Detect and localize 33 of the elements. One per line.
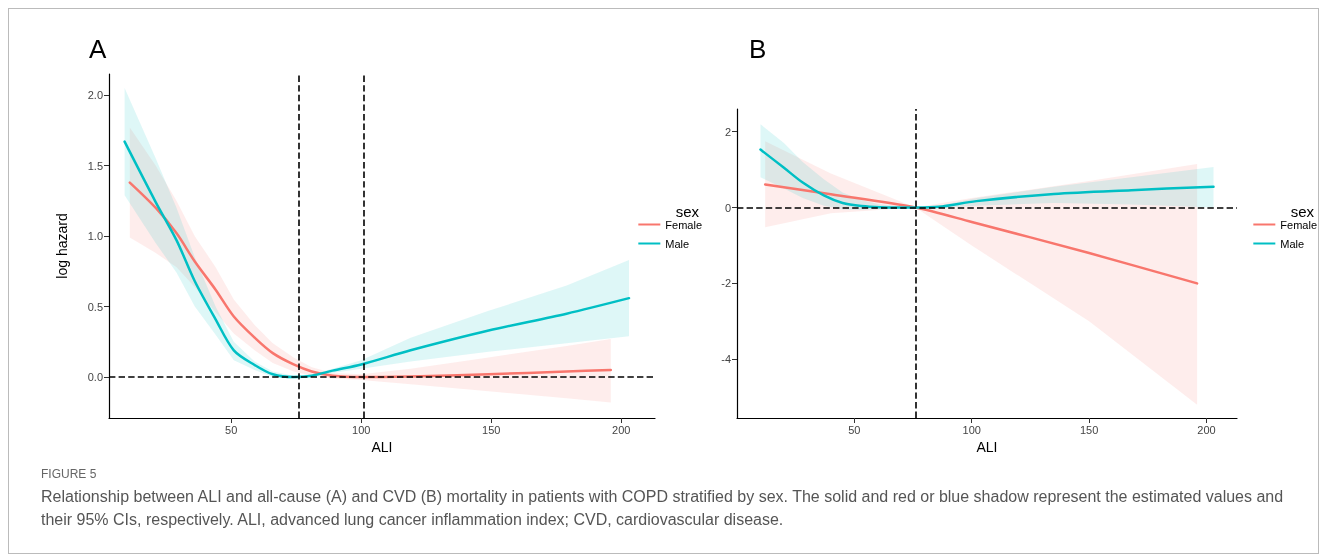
y-tick-label: 1.0 (87, 230, 103, 243)
x-tick-label: 200 (1197, 423, 1216, 436)
x-tick-label: 150 (482, 423, 501, 436)
text: Relationship between ALI and all-cause (A) and CVD (B) mortality in patients with COPD stratified by sex. The solid and red or blue shadow represent the estimated values and their 95% CIs, respectively. ALI, advanced lung cancer inflammation index; CVD, cardiovascular disease. (41, 487, 1285, 530)
x-tick-label: 50 (848, 423, 861, 436)
line-series (123, 140, 631, 379)
x-tick-label: 100 (962, 423, 981, 436)
legend-label: Female (665, 218, 703, 231)
y-tick-label: 0.0 (87, 371, 103, 384)
chart-title: A (89, 34, 107, 64)
x-tick-label: 100 (352, 423, 371, 436)
y-tick-label: -2 (721, 277, 731, 290)
x-axis-title: ALI (371, 439, 393, 455)
legend-label: Male (1280, 237, 1305, 250)
x-tick-label: 50 (225, 423, 238, 436)
legend-title: sex (1290, 203, 1315, 220)
x-axis-title: ALI (976, 439, 998, 455)
legend-label: Female (1280, 218, 1318, 231)
y-tick-label: 2.0 (87, 89, 103, 102)
chart-title: B (749, 34, 767, 64)
y-tick-label: 0 (724, 201, 731, 214)
x-tick-label: 200 (612, 423, 631, 436)
y-tick-label: 1.5 (87, 159, 103, 172)
y-tick-label: 0.5 (87, 300, 103, 313)
caption: FIGURE 5 (41, 467, 98, 481)
x-tick-label: 150 (1079, 423, 1099, 436)
y-tick-label: 2 (724, 125, 731, 138)
y-tick-label: -4 (721, 353, 731, 366)
y-axis-title: log hazard (54, 213, 70, 279)
legend-label: Male (665, 237, 690, 250)
line-series (759, 148, 1215, 209)
line-series (763, 183, 1199, 285)
legend-title: sex (675, 203, 700, 220)
